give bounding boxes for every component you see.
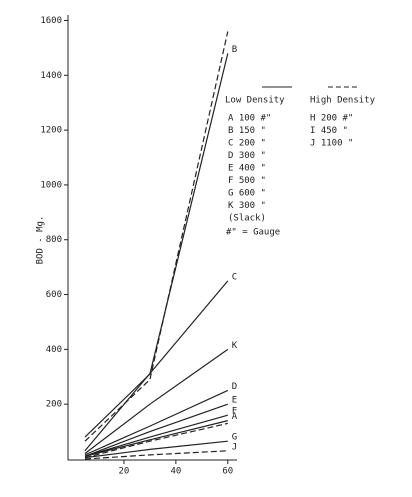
series-line xyxy=(84,414,228,457)
legend-entry: B 150 " xyxy=(228,126,266,136)
legend-entry: C 200 " xyxy=(228,139,266,149)
legend-title: Low Density xyxy=(225,96,285,106)
end-label: K xyxy=(232,341,238,351)
legend-title: High Density xyxy=(310,96,376,106)
legend-entry: H 200 #" xyxy=(310,114,353,124)
legend-entry: E 400 " xyxy=(228,164,266,174)
end-label: B xyxy=(232,45,237,55)
series-line xyxy=(84,420,228,457)
legend-entry: F 500 " xyxy=(228,176,266,186)
legend-entry: (Slack) xyxy=(228,214,266,224)
x-tick-label: 60 xyxy=(222,467,233,477)
series-line xyxy=(84,450,228,460)
end-label: J xyxy=(232,442,237,452)
y-axis-label: BOD - Mg. xyxy=(36,216,46,265)
y-tick-label: 1000 xyxy=(40,180,62,190)
legend-entry: K 300 " xyxy=(228,201,266,211)
series-line xyxy=(84,53,229,438)
series-line xyxy=(84,403,229,457)
legend-entry: G 600 " xyxy=(228,189,266,199)
y-tick-label: 600 xyxy=(46,290,62,300)
end-label: F xyxy=(232,407,237,417)
y-tick-label: 1200 xyxy=(40,126,62,136)
y-tick-label: 1600 xyxy=(40,16,62,26)
series-line xyxy=(84,422,228,459)
y-tick-label: 200 xyxy=(46,400,62,410)
note: #" = Gauge xyxy=(226,228,280,238)
legend-entry: D 300 " xyxy=(228,151,266,161)
series-line xyxy=(84,280,229,452)
y-tick-label: 1400 xyxy=(40,71,62,81)
x-tick-label: 40 xyxy=(170,467,181,477)
legend-entry: J 1100 " xyxy=(310,139,353,149)
series-line xyxy=(84,389,229,456)
y-tick-label: 800 xyxy=(46,235,62,245)
series-line xyxy=(84,440,228,459)
legend-entry: I 450 " xyxy=(310,126,348,136)
x-tick-label: 20 xyxy=(119,467,130,477)
end-label: A xyxy=(232,412,238,422)
end-label: G xyxy=(232,433,237,443)
end-label: C xyxy=(232,272,237,282)
legend-entry: A 100 #" xyxy=(228,114,271,124)
series-line xyxy=(84,348,229,454)
series-line xyxy=(84,31,229,442)
y-tick-label: 400 xyxy=(46,345,62,355)
end-label: D xyxy=(232,382,237,392)
end-label: E xyxy=(232,396,237,406)
